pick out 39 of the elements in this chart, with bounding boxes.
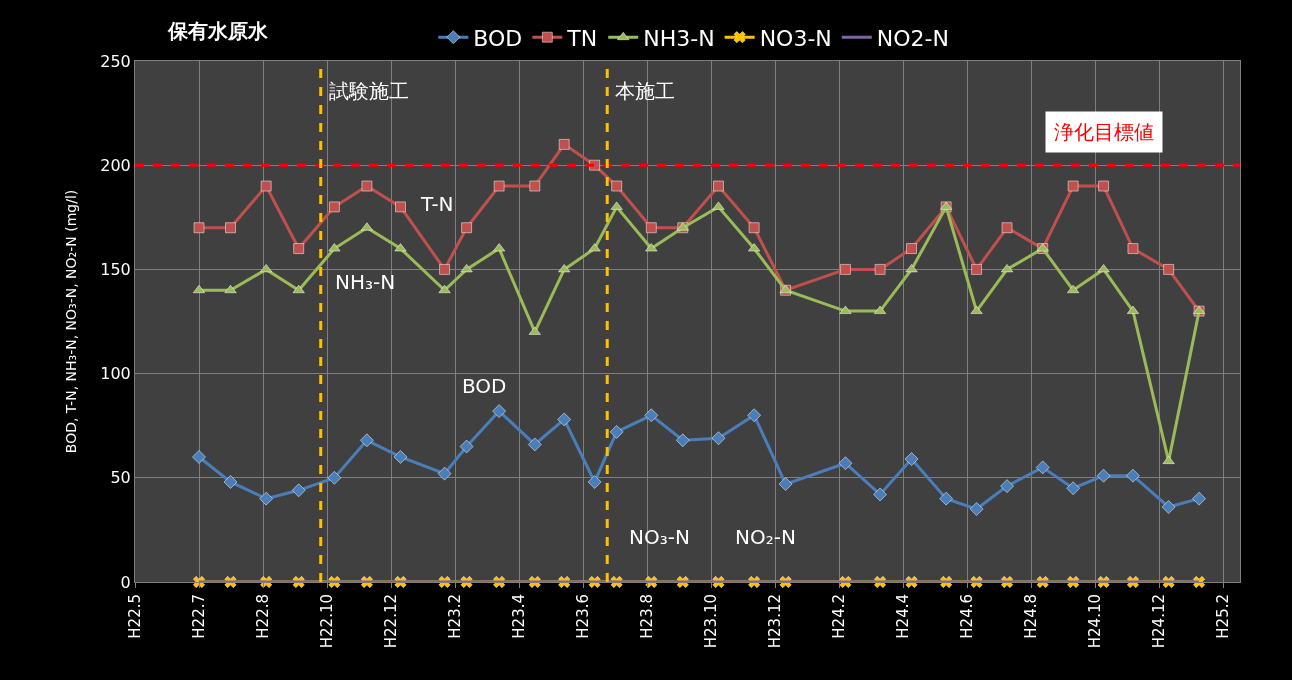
x-tick-label: H24.6 <box>958 594 977 639</box>
x-tick-label: H25.2 <box>1214 594 1233 639</box>
y-tick-label: 100 <box>100 364 131 384</box>
ref-line-label: 浄化目標値 <box>1054 120 1154 144</box>
chart-title: 保有水原水 <box>166 18 269 43</box>
x-tick-label: H22.12 <box>381 594 400 649</box>
x-tick-label: H23.4 <box>509 594 528 639</box>
x-tick-label: H23.10 <box>701 594 720 649</box>
y-tick-label: 150 <box>100 260 131 279</box>
y-tick-label: 200 <box>100 155 131 175</box>
x-tick-label: H23.12 <box>765 594 784 649</box>
x-tick-label: H22.10 <box>317 594 336 649</box>
x-tick-label: H22.7 <box>189 594 208 639</box>
annotation: NO₂-N <box>735 525 796 549</box>
ref-line-label: 本施工 <box>615 79 675 103</box>
x-tick-label: H24.2 <box>830 594 849 639</box>
legend-label: BOD <box>473 25 523 51</box>
legend-label: NO3-N <box>759 25 832 51</box>
x-tick-label: H24.4 <box>894 594 913 639</box>
x-tick-label: H22.8 <box>253 594 272 639</box>
annotation: BOD <box>462 374 507 398</box>
y-tick-label: 250 <box>100 51 131 71</box>
ref-line-label: 試験施工 <box>329 79 409 103</box>
y-axis-title: BOD, T-N, NH₃-N, NO₃-N, NO₂-N (mg/l) <box>62 189 79 454</box>
x-tick-label: H22.5 <box>125 594 144 639</box>
x-tick-label: H23.6 <box>573 594 592 639</box>
x-tick-label: H23.8 <box>637 594 656 639</box>
x-tick-label: H24.12 <box>1150 594 1169 649</box>
legend-label: TN <box>566 25 598 51</box>
annotation: NH₃-N <box>335 270 396 294</box>
annotation: T-N <box>420 192 454 216</box>
y-tick-label: 50 <box>110 468 131 488</box>
x-tick-label: H23.2 <box>445 594 464 639</box>
annotation: NO₃-N <box>629 525 690 549</box>
x-tick-label: H24.10 <box>1086 594 1105 649</box>
legend-label: NH3-N <box>643 25 715 51</box>
legend-label: NO2-N <box>876 25 949 51</box>
y-tick-label: 0 <box>120 572 131 592</box>
x-tick-label: H24.8 <box>1022 594 1041 639</box>
